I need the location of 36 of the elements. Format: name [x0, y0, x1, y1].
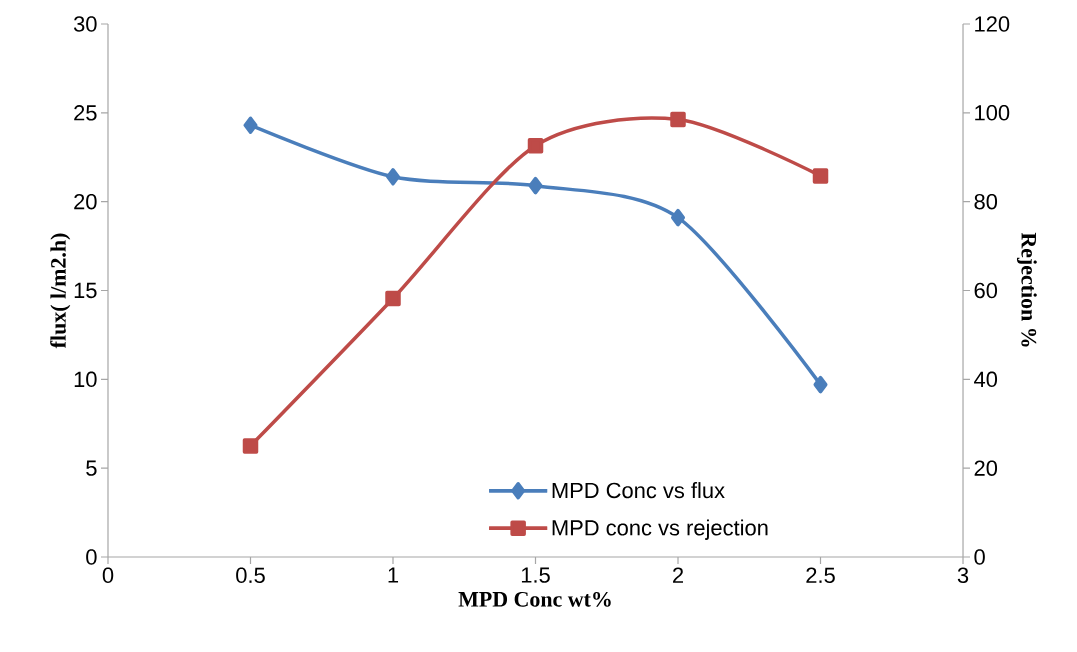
y2-tick-label: 20 — [974, 460, 998, 476]
y-tick-label: 0 — [86, 549, 97, 565]
point — [385, 290, 401, 307]
x-tick-label: 1 — [388, 567, 399, 583]
point — [813, 375, 828, 394]
x-tick-label: 0 — [102, 567, 114, 584]
legend-label: MPD conc vs rejection — [552, 519, 768, 540]
x-tick-label: 0.5 — [236, 567, 265, 584]
y2-tick-label: 40 — [974, 371, 998, 388]
x-tick-label: 2.5 — [806, 567, 835, 584]
y-tick-label: 30 — [73, 16, 97, 32]
legend-label: MPD Conc vs flux — [552, 482, 725, 499]
y2-axis-title: Rejection % — [1016, 232, 1037, 347]
point — [671, 208, 686, 227]
y2-tick-label: 0 — [974, 549, 985, 565]
point — [527, 137, 544, 154]
x-axis-title: MPD Conc wt% — [458, 591, 611, 607]
y2-tick-label: 100 — [975, 105, 1010, 121]
point — [243, 116, 258, 135]
y-tick-label: 25 — [74, 105, 97, 121]
y-tick-label: 15 — [74, 282, 97, 299]
y-tick-label: 20 — [74, 193, 97, 210]
y2-tick-label: 60 — [974, 282, 998, 299]
x-tick-label: 3 — [957, 567, 969, 584]
y2-tick-label: 80 — [974, 193, 998, 210]
y-tick-label: 5 — [86, 460, 97, 476]
x-tick-label: 2 — [673, 567, 684, 583]
point — [670, 111, 686, 128]
point — [242, 438, 259, 454]
point — [812, 168, 829, 184]
y-axis-title: flux( l/m2.h) — [50, 233, 71, 349]
x-tick-label: 1.5 — [521, 567, 550, 583]
y-tick-label: 10 — [74, 371, 97, 388]
point — [528, 176, 543, 195]
y2-tick-label: 120 — [975, 16, 1010, 32]
point — [386, 168, 400, 186]
